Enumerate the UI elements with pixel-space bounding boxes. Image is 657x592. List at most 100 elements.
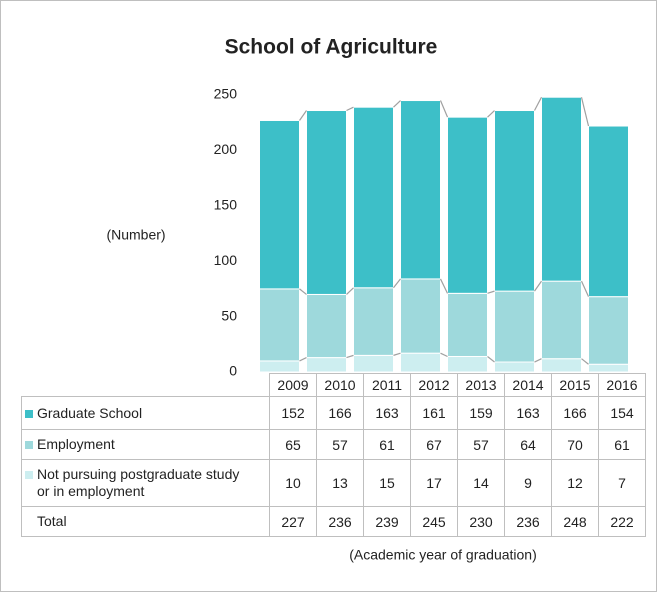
bar-segment xyxy=(353,354,394,373)
bar-segment xyxy=(400,352,441,373)
table-row: Not pursuing postgraduate study or in em… xyxy=(21,459,646,507)
data-table: 2009 2010 2011 2012 2013 2014 2015 2016 Graduate… xyxy=(21,373,646,537)
bar-segment xyxy=(306,110,347,295)
total-label: Total xyxy=(21,506,270,537)
value-cell: 17 xyxy=(410,459,458,507)
value-cell: 67 xyxy=(410,429,458,460)
bar-segment xyxy=(588,296,629,365)
series-line xyxy=(487,110,495,118)
bar-segment xyxy=(259,360,300,373)
series-line xyxy=(346,287,354,295)
x-tick-label: 2009 xyxy=(269,373,317,397)
bar-segment xyxy=(353,287,394,356)
bar-segment xyxy=(259,288,300,362)
series-line xyxy=(393,352,401,356)
value-cell: 163 xyxy=(363,396,411,430)
chart-title: School of Agriculture xyxy=(225,36,438,59)
bar-segment xyxy=(588,125,629,298)
value-cell: 10 xyxy=(269,459,317,507)
series-line xyxy=(580,280,590,297)
y-tick-label: 0 xyxy=(229,363,237,379)
value-cell: 57 xyxy=(316,429,364,460)
total-cell: 248 xyxy=(551,506,599,537)
x-tick-label: 2016 xyxy=(598,373,646,397)
table-row: Employment 65 57 61 67 57 64 70 61 xyxy=(21,429,646,460)
series-line xyxy=(487,356,495,363)
legend-label: Not pursuing postgraduate study or in em… xyxy=(37,466,240,499)
x-tick-label: 2013 xyxy=(457,373,505,397)
y-axis-label: (Number) xyxy=(106,227,165,243)
value-cell: 159 xyxy=(457,396,505,430)
value-cell: 166 xyxy=(316,396,364,430)
value-cell: 7 xyxy=(598,459,646,507)
x-axis-label: (Academic year of graduation) xyxy=(349,547,537,563)
bar-segment xyxy=(541,280,582,360)
value-cell: 65 xyxy=(269,429,317,460)
bar-segment xyxy=(306,293,347,359)
bar-segment xyxy=(447,116,488,294)
total-cell: 227 xyxy=(269,506,317,537)
bar-segment xyxy=(447,355,488,373)
value-cell: 166 xyxy=(551,396,599,430)
x-tick-label: 2014 xyxy=(504,373,552,397)
series-line xyxy=(534,280,542,292)
total-cell: 236 xyxy=(316,506,364,537)
table-corner xyxy=(22,374,270,397)
value-cell: 163 xyxy=(504,396,552,430)
legend-swatch xyxy=(25,441,33,449)
value-cell: 64 xyxy=(504,429,552,460)
x-tick-label: 2015 xyxy=(551,373,599,397)
y-tick-label: 100 xyxy=(214,252,238,268)
series-line xyxy=(393,100,401,108)
y-tick-label: 50 xyxy=(221,307,237,323)
series-line xyxy=(533,96,543,111)
series-line xyxy=(580,97,590,127)
series-line xyxy=(299,357,307,362)
bar-segment xyxy=(259,119,300,290)
series-line xyxy=(487,290,495,294)
legend-label: Graduate School xyxy=(37,404,143,421)
legend-label: Employment xyxy=(37,436,115,452)
table-row: Graduate School 152 166 163 161 159 163 166 154 xyxy=(21,396,646,430)
value-cell: 12 xyxy=(551,459,599,507)
bar-segment xyxy=(353,106,394,289)
x-tick-label: 2012 xyxy=(410,373,458,397)
table-header-row: 2009 2010 2011 2012 2013 2014 2015 2016 xyxy=(22,373,646,397)
series-line xyxy=(534,358,542,363)
series-line xyxy=(299,288,307,295)
bar-segment xyxy=(541,358,582,373)
value-cell: 14 xyxy=(457,459,505,507)
value-cell: 61 xyxy=(598,429,646,460)
value-cell: 61 xyxy=(363,429,411,460)
legend-swatch xyxy=(25,471,33,479)
legend-cell: Employment xyxy=(21,429,270,460)
series-line xyxy=(439,100,449,118)
value-cell: 154 xyxy=(598,396,646,430)
bar-segment xyxy=(400,278,441,354)
bar-segment xyxy=(541,96,582,282)
bar-segment xyxy=(494,290,535,363)
y-tick-label: 150 xyxy=(214,197,238,213)
x-tick-label: 2011 xyxy=(363,373,411,397)
series-line xyxy=(393,278,401,289)
legend-cell: Not pursuing postgraduate study or in em… xyxy=(21,459,270,507)
series-line xyxy=(581,358,589,365)
bar-segment xyxy=(447,292,488,357)
bar-segment xyxy=(306,357,347,373)
series-line xyxy=(439,278,449,294)
total-cell: 236 xyxy=(504,506,552,537)
bar-segment xyxy=(588,363,629,373)
table-total-row: Total 227 236 239 245 230 236 248 222 xyxy=(21,506,646,537)
value-cell: 9 xyxy=(504,459,552,507)
total-cell: 230 xyxy=(457,506,505,537)
legend-cell: Graduate School xyxy=(21,396,270,430)
total-cell: 222 xyxy=(598,506,646,537)
value-cell: 13 xyxy=(316,459,364,507)
series-line xyxy=(346,354,354,359)
bar-segment xyxy=(494,361,535,373)
total-cell: 239 xyxy=(363,506,411,537)
value-cell: 152 xyxy=(269,396,317,430)
value-cell: 15 xyxy=(363,459,411,507)
value-cell: 70 xyxy=(551,429,599,460)
